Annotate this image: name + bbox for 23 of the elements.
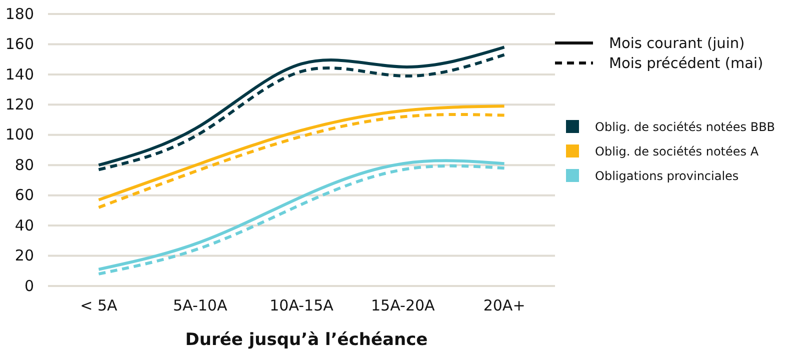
y-tick-label: 120 (5, 95, 34, 114)
y-tick-label: 140 (5, 65, 34, 84)
text: Mois précédent (mai) (609, 56, 764, 72)
line-series (97, 104, 506, 202)
x-tick-label: 10A-15A (270, 296, 334, 315)
x-axis-title: Durée jusqu’à l’échéance (185, 330, 428, 350)
x-tick-label: 20A+ (483, 296, 526, 315)
x-tick-label: 15A-20A (371, 296, 436, 315)
y-tick-label: 160 (5, 35, 34, 54)
x-tick-label: < 5A (80, 296, 118, 315)
legend-label: Oblig. de sociétés notées A (595, 144, 760, 158)
y-tick-label: 60 (14, 186, 34, 204)
text: Mois courant (juin) (609, 36, 745, 52)
legend-label: Oblig. de sociétés notées BBB (595, 120, 776, 134)
y-tick-label: 20 (14, 246, 34, 265)
y-tick-label: 40 (14, 216, 34, 234)
legend-label: Obligations provinciales (595, 169, 739, 183)
y-tick-label: 0 (24, 276, 34, 295)
line-series (97, 113, 506, 209)
x-tick-label: 5A-10A (172, 296, 228, 315)
y-tick-label: 180 (5, 4, 34, 23)
y-tick-label: 100 (5, 126, 34, 144)
y-tick-label: 80 (14, 156, 34, 174)
